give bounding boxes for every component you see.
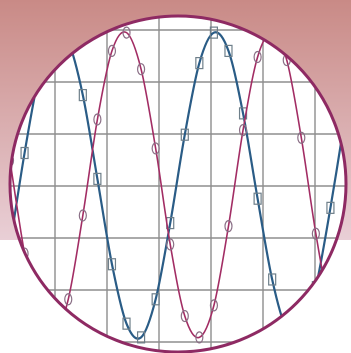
series-2-circle-marker [10, 154, 15, 167]
series-1-square-marker [209, 26, 219, 39]
series-2-circle-marker [166, 238, 175, 251]
lens-frame [8, 14, 348, 353]
series-1-square-marker [195, 56, 204, 70]
series-1-square-marker [78, 88, 87, 102]
series-2-circle-marker [297, 131, 306, 144]
series-2-circle-marker [64, 293, 73, 306]
series-2-circle-marker [49, 331, 58, 344]
series-1-square-marker [20, 146, 29, 160]
series-2-circle-marker [35, 314, 44, 327]
series-1-square-marker [136, 331, 146, 344]
series-2-circle-marker [311, 227, 320, 240]
series-1-square-marker [151, 293, 160, 306]
series-2-circle-marker [253, 50, 262, 64]
series-2-line [10, 31, 346, 340]
series-1-square-marker [93, 172, 102, 186]
series-2-circle-marker [78, 209, 87, 222]
series-1-square-marker [253, 192, 262, 205]
series-2-circle-marker [107, 44, 117, 58]
series-2-circle-marker [122, 26, 131, 39]
series-1-square-marker [10, 239, 15, 253]
series-1-square-marker [180, 128, 189, 141]
series-2-circle-marker [93, 113, 102, 126]
series-2-circle-marker [195, 331, 204, 344]
series-1-square-marker [268, 273, 277, 286]
series-2-circle-marker [238, 124, 248, 137]
series-2-circle-marker [224, 220, 233, 233]
series-1-square-marker [122, 317, 131, 330]
series-1-square-marker [282, 323, 291, 336]
series-2-circle-marker [136, 63, 146, 76]
series-1-square-marker [326, 201, 335, 214]
series-2-circle-marker [340, 331, 346, 344]
series-2-circle-marker [326, 303, 335, 317]
series-2-circle-marker [151, 142, 160, 155]
series-1-square-marker [297, 329, 306, 342]
series-2-circle-marker [209, 299, 219, 312]
series-1-square-marker [107, 258, 117, 271]
series-1-square-marker [224, 44, 233, 58]
series-2-circle-marker [180, 309, 189, 323]
